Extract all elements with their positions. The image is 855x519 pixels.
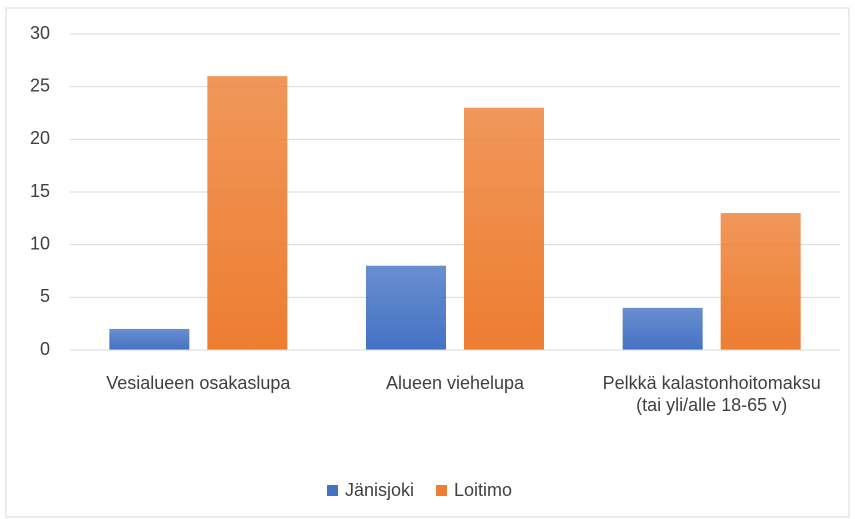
y-tick-label: 25 [30,75,50,95]
bar [366,265,446,350]
bar [622,307,703,350]
y-tick-label: 20 [30,128,50,148]
chart-frame [5,7,850,518]
bar [720,213,801,350]
y-tick-label: 30 [30,23,50,43]
y-tick-label: 5 [40,286,50,306]
legend-swatch [436,485,448,496]
y-tick-label: 10 [30,233,50,253]
x-tick-label: Alueen viehelupa [385,373,525,393]
legend-swatch [327,485,338,496]
y-tick-label: 15 [30,181,50,201]
x-tick-label: Pelkkä kalastonhoitomaksu (tai yli/alle … [602,373,821,415]
bar [109,328,190,350]
legend-label: Loitimo [454,480,512,500]
x-tick-label: Vesialueen osakaslupa [106,373,291,393]
legend-label: Jänisjoki [345,480,414,500]
bar [207,76,288,350]
bar [464,107,544,350]
y-tick-label: 0 [40,339,50,359]
